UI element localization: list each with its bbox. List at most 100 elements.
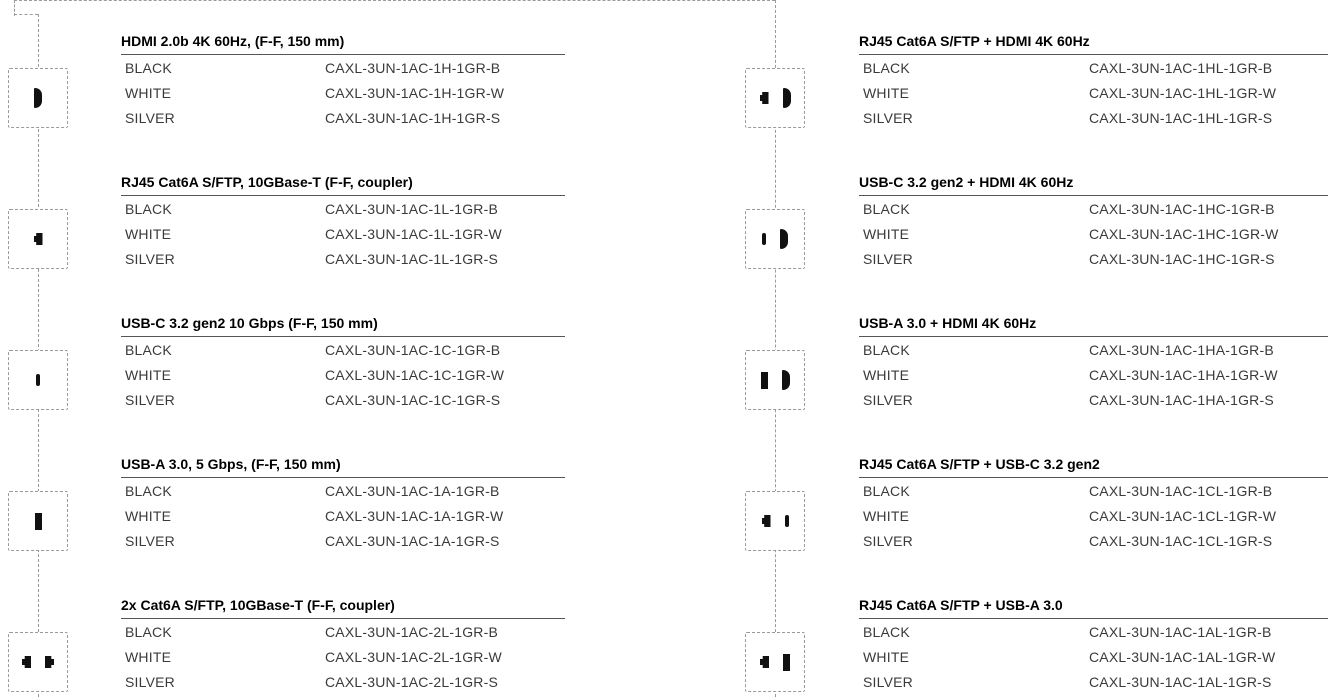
table-row: BLACK CAXL-3UN-1AC-1HC-1GR-B <box>859 196 1328 221</box>
group-title: RJ45 Cat6A S/FTP + HDMI 4K 60Hz <box>859 33 1328 55</box>
group-title: RJ45 Cat6A S/FTP + USB-A 3.0 <box>859 597 1328 619</box>
table-row: SILVER CAXL-3UN-1AC-1A-1GR-S <box>121 528 565 553</box>
part-code: CAXL-3UN-1AC-1C-1GR-S <box>325 391 501 408</box>
table-row: WHITE CAXL-3UN-1AC-1HC-1GR-W <box>859 221 1328 246</box>
icon-box-rj45-usb-a <box>745 632 805 692</box>
rj45-port-icon <box>759 92 769 104</box>
part-code: CAXL-3UN-1AC-1H-1GR-S <box>325 109 501 126</box>
color-label: BLACK <box>863 200 910 217</box>
part-code: CAXL-3UN-1AC-1H-1GR-W <box>325 84 505 101</box>
color-label: WHITE <box>863 648 910 665</box>
usb-a-port-icon <box>783 653 790 671</box>
product-group-2x-cat6a: 2x Cat6A S/FTP, 10GBase-T (F-F, coupler)… <box>121 597 565 694</box>
color-label: WHITE <box>125 507 172 524</box>
color-label: SILVER <box>125 532 175 549</box>
color-label: SILVER <box>863 109 913 126</box>
color-label: WHITE <box>863 84 910 101</box>
color-label: SILVER <box>125 673 175 690</box>
product-group-rj45-usb-c: RJ45 Cat6A S/FTP + USB-C 3.2 gen2 BLACK C… <box>859 456 1328 553</box>
rj45-port-icon <box>760 656 769 668</box>
group-title: USB-A 3.0 + HDMI 4K 60Hz <box>859 315 1328 337</box>
product-group-usb-c-hdmi: USB-C 3.2 gen2 + HDMI 4K 60Hz BLACK CAXL-… <box>859 174 1328 271</box>
part-code: CAXL-3UN-1AC-1L-1GR-W <box>325 225 502 242</box>
icon-box-usb-c <box>8 350 68 410</box>
table-row: BLACK CAXL-3UN-1AC-1L-1GR-B <box>121 196 565 221</box>
connector-left-top <box>14 0 15 16</box>
part-code: CAXL-3UN-1AC-1HC-1GR-B <box>1089 200 1275 217</box>
part-code: CAXL-3UN-1AC-1L-1GR-B <box>325 200 499 217</box>
color-label: BLACK <box>863 482 910 499</box>
usb-c-port-icon <box>784 515 789 527</box>
color-label: BLACK <box>863 623 910 640</box>
part-code: CAXL-3UN-1AC-1HA-1GR-W <box>1089 366 1278 383</box>
part-code: CAXL-3UN-1AC-1AL-1GR-S <box>1089 673 1272 690</box>
group-title: USB-A 3.0, 5 Gbps, (F-F, 150 mm) <box>121 456 565 478</box>
product-group-hdmi: HDMI 2.0b 4K 60Hz, (F-F, 150 mm) BLACK CA… <box>121 33 565 130</box>
color-label: WHITE <box>125 366 172 383</box>
color-label: WHITE <box>125 225 172 242</box>
color-label: WHITE <box>863 225 910 242</box>
icon-box-rj45-usb-c <box>745 491 805 551</box>
connector-top <box>14 0 775 1</box>
color-label: SILVER <box>125 109 175 126</box>
icon-box-hdmi <box>8 68 68 128</box>
usb-c-port-icon <box>36 374 40 386</box>
connector-right <box>775 0 776 697</box>
table-row: BLACK CAXL-3UN-1AC-1AL-1GR-B <box>859 619 1328 644</box>
table-row: WHITE CAXL-3UN-1AC-1AL-1GR-W <box>859 644 1328 669</box>
color-label: BLACK <box>125 482 172 499</box>
color-label: WHITE <box>125 84 172 101</box>
table-row: WHITE CAXL-3UN-1AC-2L-1GR-W <box>121 644 565 669</box>
color-label: BLACK <box>125 623 172 640</box>
part-code: CAXL-3UN-1AC-1L-1GR-S <box>325 250 499 267</box>
color-label: SILVER <box>125 391 175 408</box>
table-row: SILVER CAXL-3UN-1AC-1H-1GR-S <box>121 105 565 130</box>
part-code: CAXL-3UN-1AC-1HL-1GR-S <box>1089 109 1273 126</box>
color-label: BLACK <box>125 200 172 217</box>
table-row: BLACK CAXL-3UN-1AC-2L-1GR-B <box>121 619 565 644</box>
table-row: BLACK CAXL-3UN-1AC-1HL-1GR-B <box>859 55 1328 80</box>
color-label: SILVER <box>863 673 913 690</box>
table-row: SILVER CAXL-3UN-1AC-1C-1GR-S <box>121 387 565 412</box>
part-code: CAXL-3UN-1AC-1HC-1GR-W <box>1089 225 1279 242</box>
usb-a-port-icon <box>760 371 768 389</box>
rj45-port-icon <box>33 233 43 245</box>
table-row: BLACK CAXL-3UN-1AC-1C-1GR-B <box>121 337 565 362</box>
part-code: CAXL-3UN-1AC-1CL-1GR-W <box>1089 507 1277 524</box>
table-row: SILVER CAXL-3UN-1AC-1AL-1GR-S <box>859 669 1328 694</box>
table-row: WHITE CAXL-3UN-1AC-1CL-1GR-W <box>859 503 1328 528</box>
part-code: CAXL-3UN-1AC-1A-1GR-B <box>325 482 500 499</box>
table-row: SILVER CAXL-3UN-1AC-2L-1GR-S <box>121 669 565 694</box>
color-label: BLACK <box>125 341 172 358</box>
group-title: 2x Cat6A S/FTP, 10GBase-T (F-F, coupler) <box>121 597 565 619</box>
part-code: CAXL-3UN-1AC-1HA-1GR-S <box>1089 391 1274 408</box>
table-row: BLACK CAXL-3UN-1AC-1HA-1GR-B <box>859 337 1328 362</box>
part-code: CAXL-3UN-1AC-1HL-1GR-W <box>1089 84 1277 101</box>
table-row: WHITE CAXL-3UN-1AC-1C-1GR-W <box>121 362 565 387</box>
part-code: CAXL-3UN-1AC-2L-1GR-W <box>325 648 502 665</box>
part-code: CAXL-3UN-1AC-1HC-1GR-S <box>1089 250 1275 267</box>
part-code: CAXL-3UN-1AC-1AL-1GR-W <box>1089 648 1276 665</box>
connector-left-jog <box>14 14 38 15</box>
group-title: RJ45 Cat6A S/FTP, 10GBase-T (F-F, couple… <box>121 174 565 196</box>
table-row: BLACK CAXL-3UN-1AC-1A-1GR-B <box>121 478 565 503</box>
group-title: HDMI 2.0b 4K 60Hz, (F-F, 150 mm) <box>121 33 565 55</box>
color-label: SILVER <box>863 250 913 267</box>
rj45-port-icon <box>45 656 54 668</box>
table-row: SILVER CAXL-3UN-1AC-1L-1GR-S <box>121 246 565 271</box>
table-row: WHITE CAXL-3UN-1AC-1HL-1GR-W <box>859 80 1328 105</box>
part-code: CAXL-3UN-1AC-2L-1GR-B <box>325 623 499 640</box>
part-code: CAXL-3UN-1AC-1AL-1GR-B <box>1089 623 1272 640</box>
rj45-port-icon <box>22 656 31 668</box>
color-label: SILVER <box>863 532 913 549</box>
table-row: WHITE CAXL-3UN-1AC-1HA-1GR-W <box>859 362 1328 387</box>
part-code: CAXL-3UN-1AC-1C-1GR-W <box>325 366 505 383</box>
table-row: WHITE CAXL-3UN-1AC-1A-1GR-W <box>121 503 565 528</box>
part-code: CAXL-3UN-1AC-1CL-1GR-S <box>1089 532 1273 549</box>
color-label: WHITE <box>863 366 910 383</box>
icon-box-usb-a-hdmi <box>745 350 805 410</box>
part-code: CAXL-3UN-1AC-2L-1GR-S <box>325 673 499 690</box>
part-code: CAXL-3UN-1AC-1C-1GR-B <box>325 341 501 358</box>
color-label: BLACK <box>125 59 172 76</box>
part-code: CAXL-3UN-1AC-1HL-1GR-B <box>1089 59 1273 76</box>
